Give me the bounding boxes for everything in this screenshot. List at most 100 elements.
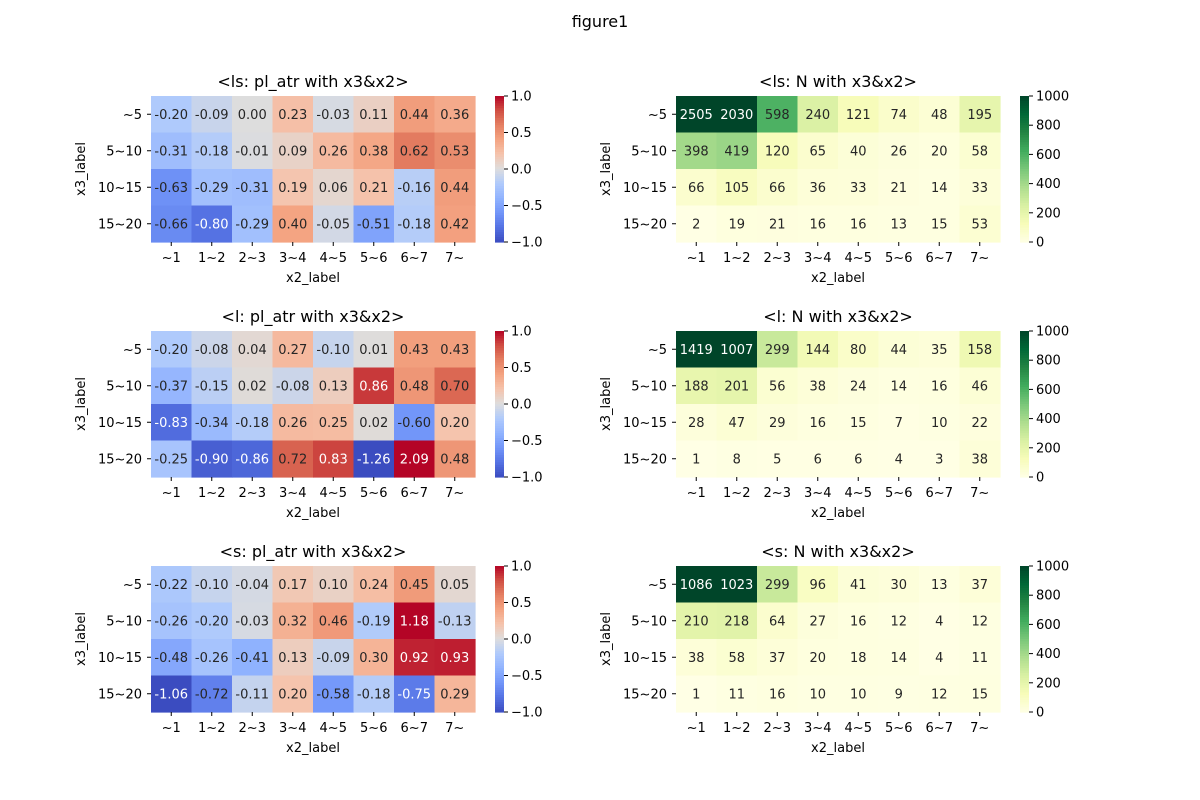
colorbar-segment xyxy=(1020,450,1029,454)
colorbar-segment xyxy=(1020,115,1029,119)
colorbar-segment xyxy=(495,694,504,698)
colorbar-segment xyxy=(495,709,504,713)
heatmap-cell xyxy=(878,169,920,207)
colorbar-segment xyxy=(495,457,504,461)
colorbar-segment xyxy=(495,110,504,114)
colorbar-segment xyxy=(495,445,504,449)
data-label: 0.46 xyxy=(319,614,348,629)
x-tick-label: 1~2 xyxy=(198,486,225,501)
x-axis-label: x2_label xyxy=(286,506,340,521)
data-label: 0.45 xyxy=(400,578,429,593)
colorbar-segment xyxy=(1020,105,1029,109)
colorbar-segment xyxy=(495,156,504,160)
y-axis-label: x3_label xyxy=(74,142,89,196)
x-tick-label: ~1 xyxy=(162,486,181,501)
data-label: 64 xyxy=(769,614,786,629)
colorbar-segment xyxy=(1020,580,1029,584)
heatmap-cell xyxy=(191,404,233,442)
colorbar-segment xyxy=(1020,617,1029,621)
colorbar-segment xyxy=(1020,457,1029,461)
colorbar-segment xyxy=(495,171,504,175)
heatmap-cell xyxy=(757,367,799,405)
data-label: 37 xyxy=(971,578,988,593)
colorbar-segment xyxy=(495,198,504,202)
colorbar-segment xyxy=(1020,430,1029,434)
colorbar-segment xyxy=(1020,113,1029,117)
heatmap-cell xyxy=(191,205,233,243)
data-label: 30 xyxy=(890,578,907,593)
colorbar-segment xyxy=(1020,222,1029,226)
colorbar-segment xyxy=(1020,421,1029,425)
heatmap-cell xyxy=(313,404,355,442)
heatmap-cell xyxy=(757,404,799,442)
colorbar-segment xyxy=(1020,406,1029,410)
x-tick-label: 1~2 xyxy=(198,721,225,736)
colorbar-segment xyxy=(495,621,504,625)
colorbar-segment xyxy=(1020,224,1029,228)
heatmap-cell xyxy=(232,639,274,677)
colorbar-segment xyxy=(495,139,504,143)
heatmap-cell xyxy=(716,602,758,640)
data-label: -0.72 xyxy=(195,687,229,702)
colorbar-tick-label: −0.5 xyxy=(511,434,543,449)
heatmap-cell xyxy=(797,205,839,243)
data-label: 66 xyxy=(769,181,786,196)
colorbar-segment xyxy=(495,205,504,209)
colorbar-segment xyxy=(495,343,504,347)
colorbar-segment xyxy=(1020,120,1029,124)
data-label: 299 xyxy=(765,578,790,593)
heatmap-cell xyxy=(797,331,839,369)
colorbar-segment xyxy=(495,227,504,231)
data-label: -0.29 xyxy=(235,217,269,232)
heatmap-cell xyxy=(232,331,274,369)
x-tick-label: 6~7 xyxy=(401,251,428,266)
colorbar-tick-label: 400 xyxy=(1036,647,1061,662)
x-tick-label: 7~ xyxy=(970,486,989,501)
colorbar-segment xyxy=(1020,428,1029,432)
heatmap-cell xyxy=(394,675,436,713)
colorbar-segment xyxy=(1020,411,1029,415)
heatmap-cell xyxy=(919,675,961,713)
colorbar-segment xyxy=(1020,680,1029,684)
colorbar-segment xyxy=(1020,401,1029,405)
data-label: 14 xyxy=(890,379,907,394)
heatmap-cell xyxy=(676,404,718,442)
data-label: 0.29 xyxy=(440,687,469,702)
y-tick-label: 15~20 xyxy=(623,687,667,702)
data-label: 4 xyxy=(935,651,943,666)
colorbar-segment xyxy=(1020,210,1029,214)
colorbar-segment xyxy=(1020,103,1029,107)
colorbar-segment xyxy=(495,418,504,422)
heatmap-cell xyxy=(878,331,920,369)
colorbar-segment xyxy=(495,147,504,151)
colorbar-tick-label: −1.0 xyxy=(511,236,543,251)
data-label: 0.86 xyxy=(359,379,388,394)
x-tick-label: 4~5 xyxy=(320,721,347,736)
x-tick-label: 2~3 xyxy=(764,251,791,266)
y-tick-label: ~5 xyxy=(648,343,667,358)
heatmap-cell xyxy=(797,169,839,207)
heatmap-cell xyxy=(394,566,436,604)
colorbar-segment xyxy=(495,159,504,163)
heatmap-cell xyxy=(272,331,314,369)
x-tick-label: 6~7 xyxy=(926,486,953,501)
colorbar-segment xyxy=(495,130,504,134)
data-label: 0.17 xyxy=(278,578,307,593)
heatmap-cell xyxy=(716,96,758,134)
heatmap-cell xyxy=(151,404,193,442)
data-label: 56 xyxy=(769,379,786,394)
x-tick-label: 1~2 xyxy=(198,251,225,266)
colorbar-segment xyxy=(495,369,504,373)
x-tick-label: 4~5 xyxy=(845,486,872,501)
data-label: 28 xyxy=(688,416,705,431)
colorbar-segment xyxy=(495,416,504,420)
colorbar-segment xyxy=(1020,570,1029,574)
colorbar-segment xyxy=(495,660,504,664)
colorbar-segment xyxy=(1020,467,1029,471)
colorbar-segment xyxy=(1020,144,1029,148)
colorbar-segment xyxy=(1020,668,1029,672)
heatmap-cell xyxy=(878,96,920,134)
heatmap-cell xyxy=(434,566,476,604)
colorbar-segment xyxy=(1020,355,1029,359)
colorbar-segment xyxy=(495,161,504,165)
